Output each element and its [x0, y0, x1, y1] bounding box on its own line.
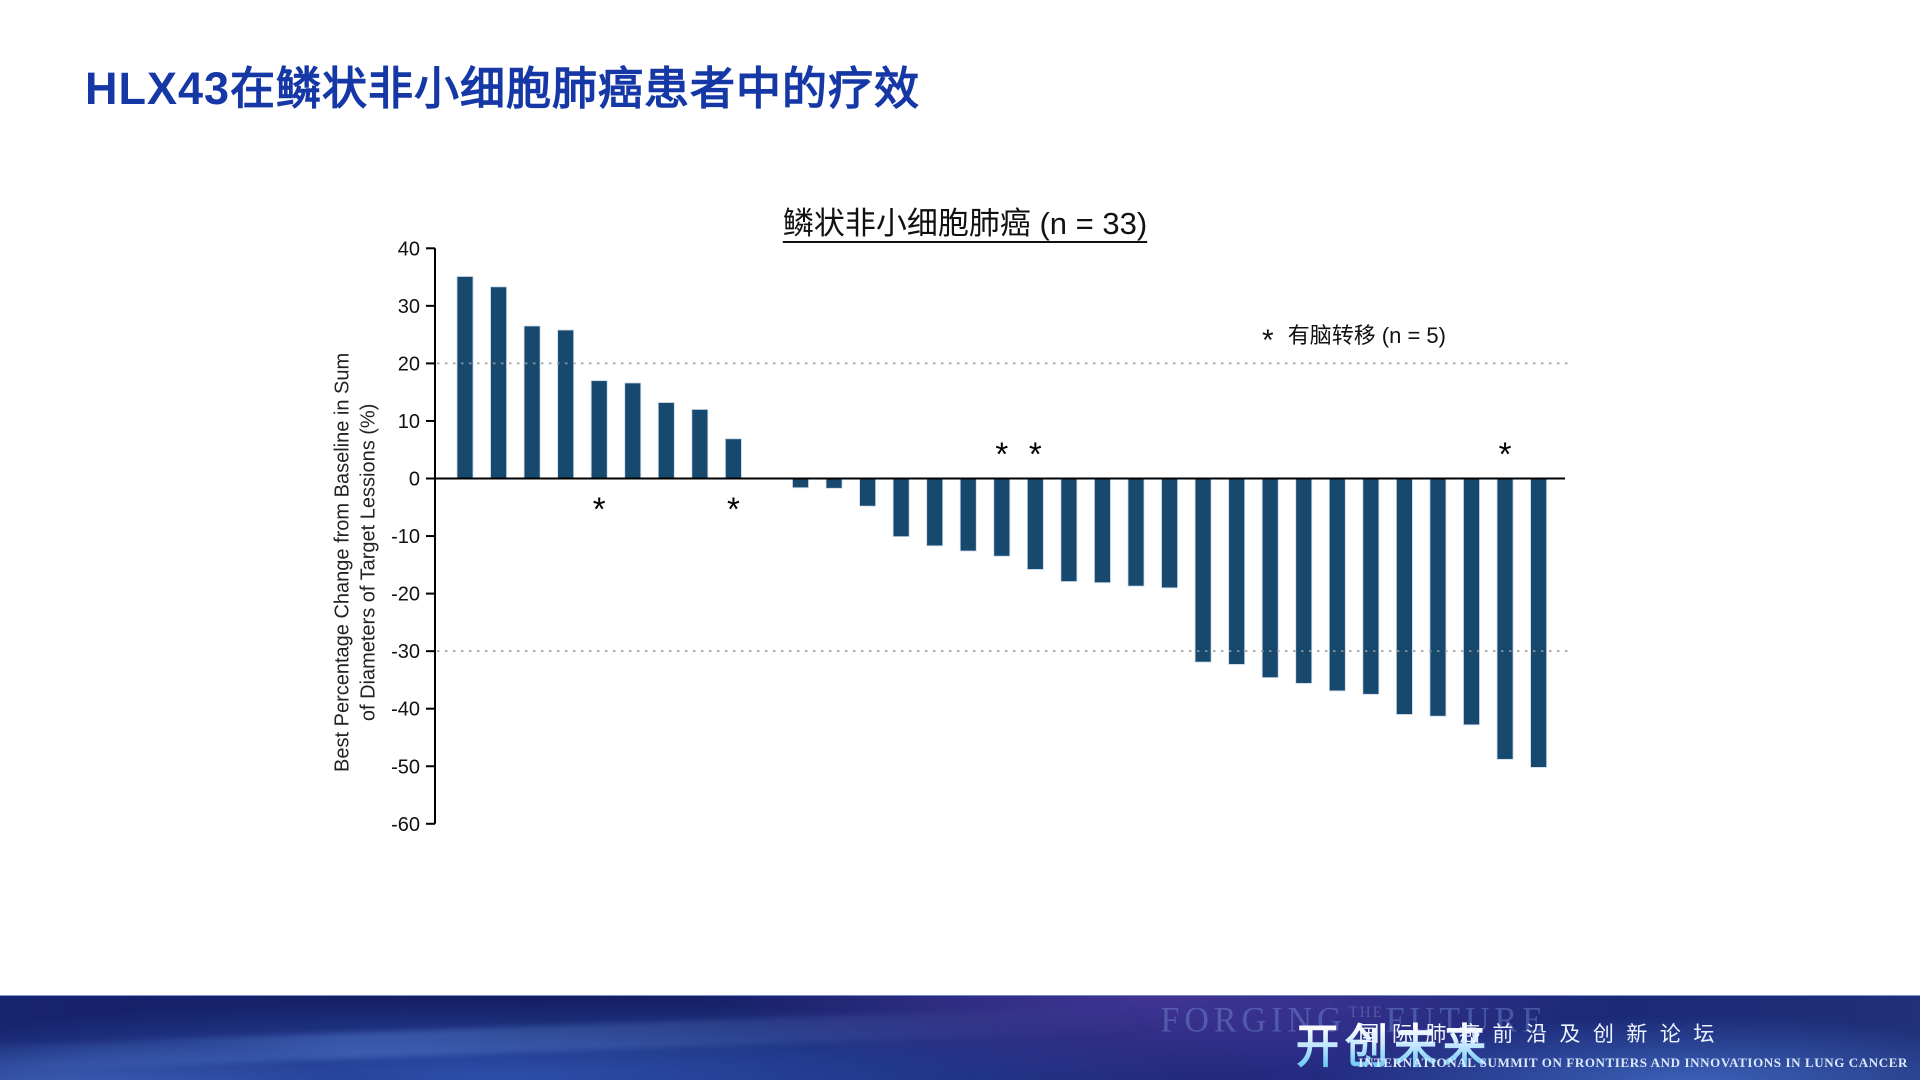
bar-patient-1 — [456, 276, 474, 479]
y-tick-label: -20 — [391, 584, 420, 606]
y-tick-label: 30 — [398, 296, 420, 318]
bar-patient-17 — [993, 478, 1011, 557]
bar-patient-14 — [892, 478, 910, 538]
bar-patient-7 — [657, 402, 675, 479]
y-tick-label: -40 — [391, 699, 420, 721]
y-axis-label-line2: of Diameters of Target Lessions (%) — [358, 403, 380, 722]
bar-patient-4 — [557, 329, 575, 479]
bar-patient-24 — [1228, 478, 1246, 665]
bar-patient-13 — [859, 478, 876, 507]
y-tick-label: 20 — [398, 353, 420, 375]
bar-patient-26 — [1295, 478, 1313, 684]
footer-banner: FORGINGTHEFUTURE 开创未来 国际肺癌前沿及创新论坛 INTERN… — [0, 995, 1920, 1080]
bar-patient-33 — [1530, 478, 1547, 768]
bar-patient-31 — [1463, 478, 1480, 726]
page-title: HLX43在鳞状非小细胞肺癌患者中的疗效 — [85, 63, 921, 114]
bar-patient-11 — [792, 478, 809, 489]
bar-patient-12 — [825, 478, 843, 489]
brain-met-asterisk-patient-17: * — [995, 436, 1008, 473]
brain-met-asterisk-patient-5: * — [593, 491, 606, 528]
light-streak-decoration — [0, 1005, 1141, 1073]
bar-patient-22 — [1161, 478, 1178, 589]
asterisk-icon: * — [1262, 324, 1274, 357]
y-tick-label: 0 — [409, 469, 420, 491]
forging-the-future-watermark: FORGINGTHEFUTURE — [1160, 1001, 1543, 1040]
bar-patient-23 — [1194, 478, 1212, 663]
bar-patient-16 — [959, 478, 977, 552]
bar-patient-28 — [1362, 478, 1380, 695]
bar-patient-30 — [1429, 478, 1447, 717]
brain-met-asterisk-patient-32: * — [1499, 436, 1512, 473]
y-tick-label: 40 — [398, 238, 420, 260]
legend-label: 有脑转移 (n = 5) — [1287, 323, 1446, 348]
y-tick-label: 10 — [398, 411, 420, 433]
brain-met-asterisk-patient-9: * — [727, 491, 740, 528]
bar-patient-3 — [523, 325, 541, 479]
bar-patient-8 — [691, 409, 709, 479]
bar-patient-18 — [1026, 478, 1044, 570]
bar-patient-27 — [1328, 478, 1346, 692]
summit-name-block: 国际肺癌前沿及创新论坛 INTERNATIONAL SUMMIT ON FRON… — [1358, 1018, 1908, 1071]
summit-name-en: INTERNATIONAL SUMMIT ON FRONTIERS AND IN… — [1358, 1055, 1908, 1070]
y-tick-label: -50 — [391, 756, 420, 778]
y-axis-label: Best Percentage Change from Baseline in … — [330, 252, 383, 872]
bar-patient-25 — [1261, 478, 1279, 679]
bar-patient-20 — [1094, 478, 1111, 584]
bar-patient-2 — [490, 286, 507, 479]
y-axis-label-line1: Best Percentage Change from Baseline in … — [331, 352, 354, 772]
y-tick-label: -30 — [391, 641, 420, 663]
summit-name-cn: 国际肺癌前沿及创新论坛 — [1358, 1023, 1727, 1046]
bar-patient-15 — [926, 478, 944, 547]
bar-patient-32 — [1496, 478, 1514, 760]
brain-met-asterisk-patient-18: * — [1029, 436, 1042, 473]
brain-met-legend: * 有脑转移 (n = 5) — [1262, 318, 1446, 357]
bar-patient-19 — [1060, 478, 1078, 582]
chart-title: 鳞状非小细胞肺癌 (n = 33) — [782, 206, 1148, 241]
bar-patient-9 — [725, 438, 742, 479]
bar-patient-5 — [590, 380, 608, 479]
y-tick-label: -10 — [391, 526, 420, 548]
y-tick-label: -60 — [391, 814, 420, 836]
bar-patient-29 — [1396, 478, 1413, 715]
bar-patient-6 — [624, 382, 642, 479]
bar-patient-21 — [1127, 478, 1145, 587]
slogan-cn: 开创未来 — [1296, 1010, 1492, 1077]
